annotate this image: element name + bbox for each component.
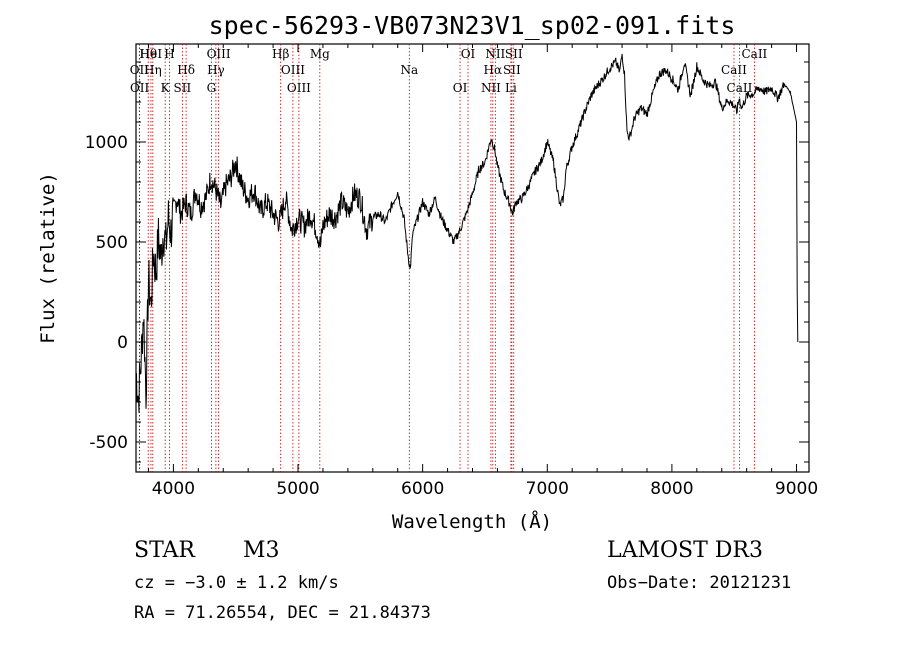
x-axis-label: Wavelength (Å): [392, 510, 552, 533]
x-tick-label: 5000: [276, 479, 319, 499]
emission-line-label: Mg: [310, 47, 330, 61]
emission-line-label: OI: [461, 47, 476, 61]
y-tick-label: 1000: [85, 133, 128, 153]
obs-date: Obs−Date: 20121231: [607, 573, 792, 593]
emission-line-label: OIII: [287, 81, 311, 95]
emission-line-label: NII: [485, 47, 505, 61]
emission-line-label: H: [164, 47, 174, 61]
x-tick-label: 8000: [650, 479, 693, 499]
y-tick-label: 0: [117, 333, 128, 353]
emission-line-label: G: [207, 81, 217, 95]
emission-line-label: Li: [505, 81, 517, 95]
emission-line-label: HeI: [140, 47, 163, 61]
series-line-flux: [135, 53, 799, 413]
y-tick-label: 500: [96, 233, 128, 253]
emission-line-label: SII: [503, 63, 521, 77]
emission-line-label: Hδ: [177, 63, 195, 77]
object-subclass: M3: [243, 538, 280, 563]
emission-line-label: OII: [130, 81, 150, 95]
emission-line-label: Hθ: [139, 47, 157, 61]
emission-line-label: OIII: [207, 47, 231, 61]
emission-line-label: Hα: [484, 63, 503, 77]
emission-line-label: CaII: [741, 47, 767, 61]
plot-frame: [135, 43, 810, 473]
emission-line-label: Hβ: [272, 47, 289, 61]
emission-line-label: CaII: [727, 81, 753, 95]
coordinates: RA = 71.26554, DEC = 21.84373: [134, 603, 431, 623]
x-tick-label: 7000: [526, 479, 569, 499]
emission-line-label: SII: [174, 81, 192, 95]
emission-line-label: Hη: [144, 63, 162, 77]
emission-line-label: Na: [400, 63, 418, 77]
y-tick-label: -500: [89, 433, 128, 453]
emission-line-label: OIII: [281, 63, 305, 77]
emission-line-label: OI: [453, 81, 468, 95]
redshift-cz: cz = −3.0 ± 1.2 km/s: [134, 573, 339, 593]
object-class: STAR: [134, 538, 195, 563]
axis-ticks: 4000 5000 6000 7000 8000 9000 -500 0 500 1000: [85, 44, 818, 499]
x-tick-label: 4000: [152, 479, 195, 499]
emission-line-label: CaII: [721, 63, 747, 77]
emission-lines: HθOIIOIIHeIHηKHHδSIIOIIIHγGHβOIIIOIIIMgN…: [130, 44, 768, 472]
x-tick-label: 9000: [775, 479, 818, 499]
emission-line-label: SII: [505, 47, 523, 61]
chart-title: spec-56293-VB073N23V1_sp02-091.fits: [209, 11, 736, 40]
emission-line-label: Hγ: [207, 63, 225, 77]
x-tick-label: 6000: [401, 479, 444, 499]
y-axis-label: Flux (relative): [37, 172, 59, 344]
emission-line-label: NII: [481, 81, 501, 95]
emission-line-label: K: [161, 81, 171, 95]
survey-label: LAMOST DR3: [607, 538, 763, 563]
